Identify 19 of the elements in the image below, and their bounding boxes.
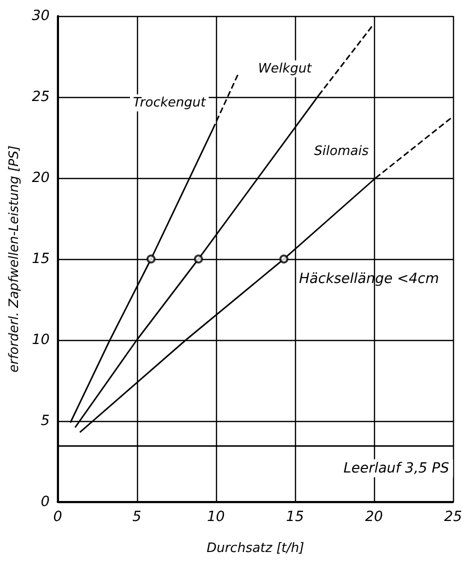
y-tick-label: 25 <box>32 89 50 105</box>
x-tick-label: 25 <box>444 509 462 525</box>
y-tick-label: 5 <box>40 413 50 429</box>
ref-line-label: Leerlauf 3,5 PS <box>344 460 450 476</box>
y-tick-label: 10 <box>32 332 50 348</box>
y-tick-label: 30 <box>32 8 50 24</box>
x-tick-label: 0 <box>53 509 62 525</box>
series-label: Silomais <box>314 144 369 159</box>
x-tick-label: 10 <box>206 509 225 525</box>
x-tick-label: 15 <box>286 509 304 525</box>
x-axis-title: Durchsatz [t/h] <box>206 541 304 556</box>
x-tick-label: 5 <box>132 509 142 525</box>
y-tick-label: 0 <box>40 494 50 510</box>
x-tick-label: 20 <box>365 509 384 525</box>
series-label: Trockengut <box>132 95 207 110</box>
y-axis-title: erforderl. Zapfwellen-Leistung [PS] <box>7 146 22 372</box>
y-tick-label: 15 <box>32 251 50 267</box>
y-tick-label: 20 <box>32 170 50 186</box>
series-label: Welkgut <box>258 61 313 76</box>
